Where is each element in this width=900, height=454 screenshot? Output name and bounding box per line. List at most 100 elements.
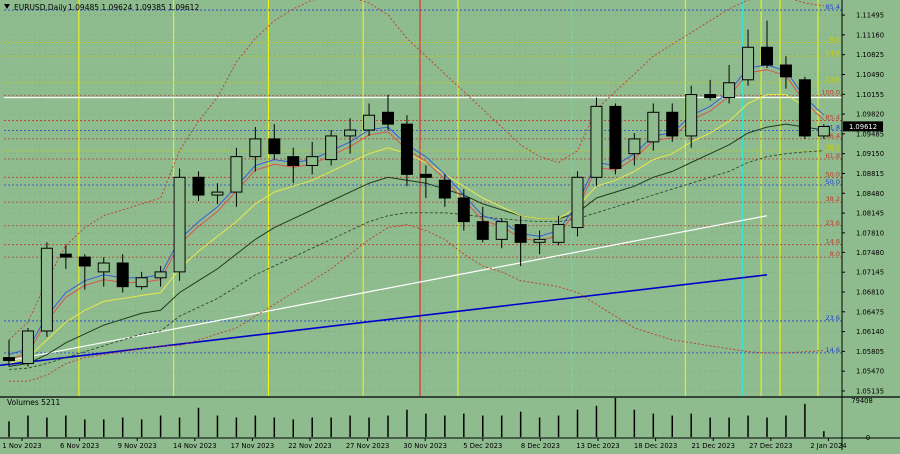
candle: [419, 165, 432, 198]
price-tick-label: 1.11160: [856, 31, 884, 39]
candle-body: [21, 330, 34, 364]
candle: [382, 94, 394, 131]
price-tick-label: 1.06140: [856, 328, 884, 336]
candle: [590, 97, 603, 187]
candle: [552, 215, 565, 246]
date-tick-label: 13 Dec 2023: [576, 442, 619, 450]
price-tick-label: 1.05470: [856, 368, 884, 376]
fib-level-label: 61.8: [826, 124, 840, 132]
candle-body: [779, 64, 792, 78]
candle: [704, 79, 717, 101]
moving-average-slow-line: [8, 123, 824, 367]
price-tick-label: 1.09150: [856, 150, 884, 158]
fib-level-label: 14.6: [826, 238, 840, 246]
candle-body: [59, 253, 72, 258]
candle-body: [40, 247, 53, 332]
candle-body: [192, 176, 205, 196]
candle: [268, 124, 281, 160]
price-tick-label: 1.07145: [856, 269, 884, 277]
candle-body: [457, 197, 470, 223]
moving-average-mid-line: [8, 94, 825, 364]
collapse-triangle-icon[interactable]: [4, 4, 10, 9]
date-tick-label: 9 Nov 2023: [118, 442, 157, 450]
candle-body: [154, 271, 167, 279]
current-price-label: 1.09612: [849, 123, 877, 131]
candle-body: [249, 138, 262, 158]
fib-level-label: 85.4: [826, 3, 840, 11]
date-tick-label: 30 Nov 2023: [403, 442, 447, 450]
candle: [798, 76, 811, 139]
candle-body: [363, 114, 376, 131]
candle-body: [552, 224, 565, 243]
candle-body: [419, 173, 432, 178]
price-tick-label: 1.06475: [856, 308, 884, 316]
candle: [97, 257, 110, 287]
price-axis: 1.11495 1.11160 1.10825 1.10490 1.10155 1.098…: [841, 0, 884, 450]
candle-body: [135, 277, 148, 288]
candle: [21, 328, 34, 367]
date-tick-label: 27 Dec 2023: [749, 442, 792, 450]
candle: [761, 20, 773, 68]
date-tick-label: 22 Nov 2023: [288, 442, 332, 450]
fib-level-label: 76.4: [826, 132, 840, 140]
candle-body: [742, 46, 755, 81]
candle-body: [3, 357, 15, 362]
candle-body: [287, 156, 300, 166]
price-tick-label: 1.08815: [856, 170, 884, 178]
candle-body: [306, 156, 319, 166]
candle-body: [268, 138, 281, 155]
price-tick-label: 1.08480: [856, 190, 884, 198]
candle: [666, 103, 679, 142]
price-tick-label: 1.10490: [856, 71, 884, 79]
date-tick-label: 17 Nov 2023: [231, 442, 275, 450]
candle: [249, 127, 262, 172]
price-tick-label: 1.11495: [856, 12, 884, 20]
fib-level-label: 14.6: [826, 346, 840, 354]
current-price-marker: [843, 121, 883, 132]
price-tick-label: 1.10155: [856, 91, 884, 99]
candle-body: [609, 105, 622, 169]
volume-bars: [0, 396, 900, 439]
fib-level-label: 8.0: [830, 250, 840, 258]
fib-level-label: 23.6: [826, 76, 840, 84]
price-tick-label: 1.06810: [856, 288, 884, 296]
candle: [325, 130, 338, 166]
grid-lines: [4, 0, 842, 396]
candle-body: [590, 105, 603, 178]
fib-level-label: 100.0: [821, 89, 840, 97]
date-tick-label: 8 Dec 2023: [521, 442, 560, 450]
candles: [3, 20, 830, 367]
candle-body: [666, 111, 679, 137]
chart-header: EURUSD,Daily 1.09485 1.09624 1.09385 1.0…: [4, 3, 199, 12]
moving-average-long-line: [8, 150, 824, 370]
candle: [723, 65, 736, 104]
price-tick-label: 1.07810: [856, 229, 884, 237]
candle-body: [97, 262, 110, 273]
candle: [287, 147, 300, 184]
blue-trend-line: [0, 274, 768, 367]
candle: [571, 171, 584, 237]
candle: [211, 183, 224, 204]
candle-body: [495, 221, 508, 240]
candle: [135, 271, 148, 290]
candle: [628, 132, 641, 166]
price-tick-label: 1.07480: [856, 249, 884, 257]
candle: [154, 265, 167, 287]
volume-max-label: 79408: [851, 397, 873, 405]
price-tick-label: 1.08145: [856, 210, 884, 218]
fib-level-label: 8.0: [830, 36, 840, 44]
candle-body: [817, 125, 830, 137]
candle-body: [723, 82, 736, 99]
date-tick-label: 21 Dec 2023: [691, 442, 734, 450]
candle-body: [116, 262, 129, 288]
bollinger-lower-line: [9, 224, 824, 382]
candle-body: [173, 176, 186, 273]
date-axis: 1 Nov 2023 6 Nov 2023 9 Nov 2023 14 Nov 202…: [2, 438, 847, 450]
white-trend-line: [8, 215, 768, 362]
candle: [344, 118, 357, 154]
candle-body: [647, 111, 660, 143]
date-tick-label: 14 Nov 2023: [173, 442, 217, 450]
